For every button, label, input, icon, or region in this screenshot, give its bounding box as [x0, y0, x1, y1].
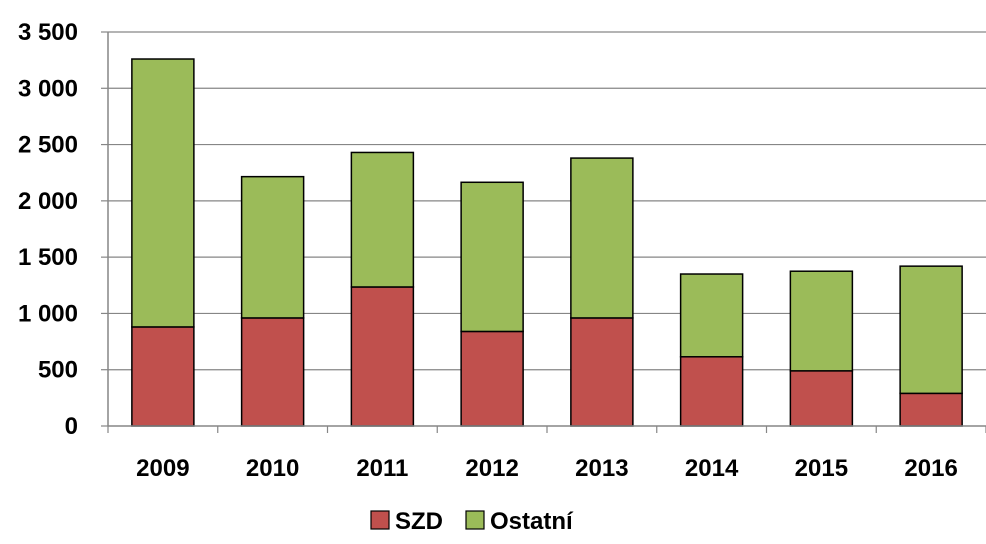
bar-szd-2009	[131, 326, 195, 427]
bar-szd-2015	[789, 370, 854, 427]
legend-swatch-ostatni	[465, 510, 485, 530]
x-tick-label: 2014	[685, 455, 739, 482]
bar-ostatni-2016	[899, 265, 963, 395]
gridlines	[108, 31, 986, 371]
x-tick-label: 2012	[465, 455, 518, 482]
x-tick-label: 2016	[904, 455, 957, 482]
bar-ostatni-2015	[789, 270, 854, 372]
y-tick-label: 500	[38, 357, 78, 384]
x-tick-label: 2010	[246, 455, 299, 482]
legend-label-ostatni: Ostatní	[490, 508, 574, 535]
bar-szd-2011	[350, 286, 415, 427]
y-tick-label: 2 500	[18, 132, 78, 159]
legend: SZD Ostatní	[370, 508, 574, 535]
bar-szd-2010	[240, 317, 305, 427]
bar-ostatni-2011	[350, 151, 415, 288]
x-axis-tick-labels: 2009 2010 2011 2012 2013 2014 2015 2016	[136, 455, 958, 482]
bar-ostatni-2014	[679, 273, 744, 358]
bar-ostatni-2010	[240, 175, 305, 319]
x-tick-label: 2009	[136, 455, 189, 482]
x-tick-label: 2013	[575, 455, 628, 482]
y-tick-label: 2 000	[18, 188, 78, 215]
bar-szd-2013	[570, 317, 634, 427]
bar-ostatni-2009	[131, 58, 195, 328]
bar-szd-2012	[460, 330, 524, 427]
bars	[131, 58, 963, 427]
legend-swatch-szd	[370, 510, 390, 530]
bar-szd-2016	[899, 392, 963, 427]
y-tick-label: 3 500	[18, 19, 78, 46]
bar-szd-2014	[679, 356, 744, 427]
x-tick-label: 2011	[356, 455, 408, 482]
axes	[101, 31, 986, 433]
bar-ostatni-2012	[460, 181, 524, 333]
y-axis-tick-labels: 0 500 1 000 1 500 2 000 2 500 3 000 3 500	[18, 19, 78, 440]
legend-label-szd: SZD	[395, 508, 443, 535]
y-tick-label: 1 500	[18, 244, 78, 271]
y-tick-label: 0	[65, 413, 78, 440]
y-tick-label: 3 000	[18, 75, 78, 102]
bar-ostatni-2013	[570, 157, 634, 319]
x-tick-label: 2015	[795, 455, 848, 482]
y-tick-label: 1 000	[18, 300, 78, 327]
